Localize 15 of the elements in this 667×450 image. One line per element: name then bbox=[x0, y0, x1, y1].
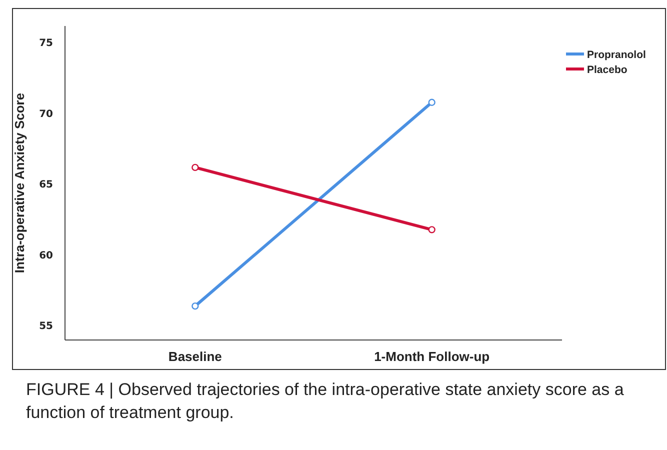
point bbox=[192, 164, 199, 172]
y-tick-label: 65 bbox=[39, 180, 54, 191]
y-tick-label: 60 bbox=[39, 250, 54, 262]
y-tick-label: 55 bbox=[39, 321, 54, 332]
y-axis-title: Intra-operative Anxiety Score bbox=[12, 92, 27, 274]
x-tick-label: Baseline bbox=[168, 349, 222, 364]
point bbox=[428, 98, 436, 106]
point bbox=[428, 226, 436, 234]
legend-label: Propranolol bbox=[587, 49, 646, 61]
legend-label: Placebo bbox=[587, 64, 628, 76]
x-tick-label: 1-Month Follow-up bbox=[374, 349, 490, 364]
point bbox=[192, 302, 199, 310]
y-tick-label: 75 bbox=[39, 38, 54, 50]
caption: FIGURE 4 | Observed trajectories of the intra-operative state anxiety score as a function of treatment group. bbox=[26, 379, 625, 424]
y-tick-label: 70 bbox=[39, 108, 54, 120]
